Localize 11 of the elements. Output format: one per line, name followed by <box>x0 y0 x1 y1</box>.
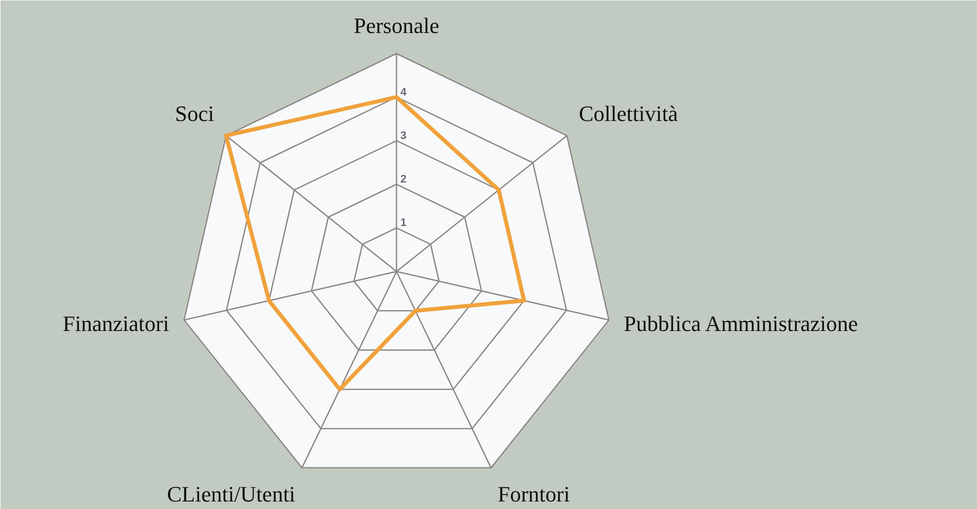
y-tick-label: 1 <box>400 217 407 230</box>
y-tick-label: 4 <box>400 86 408 98</box>
spoke-label: Personale <box>354 13 440 38</box>
y-tick-label: 3 <box>400 130 407 142</box>
spoke-label: Collettività <box>578 101 678 126</box>
spoke-label: Pubblica Amministrazione <box>624 310 858 336</box>
y-tick-label: 2 <box>400 174 407 186</box>
spoke-label: Soci <box>175 101 214 126</box>
spoke-label: Forntori <box>498 482 570 507</box>
spoke-label: Finanziatori <box>62 310 170 336</box>
spoke-label: CLienti/Utenti <box>166 482 296 507</box>
